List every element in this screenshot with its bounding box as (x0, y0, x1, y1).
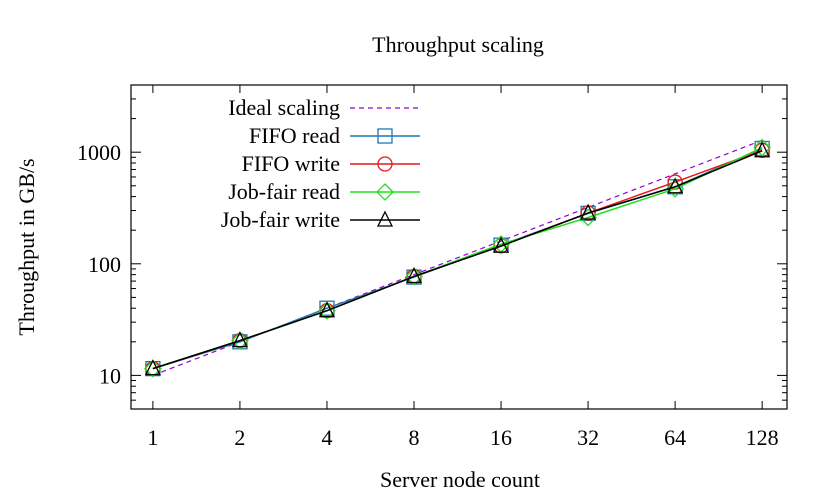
y-axis-label: Throughput in GB/s (14, 158, 39, 335)
triangle-marker (231, 331, 248, 348)
legend-item: FIFO write (242, 151, 420, 176)
legend-label: Ideal scaling (228, 95, 340, 120)
diamond-marker (376, 183, 394, 201)
y-tick-label: 1000 (77, 140, 121, 165)
square-marker (377, 128, 393, 144)
triangle-marker (580, 203, 597, 220)
diamond-marker (405, 267, 423, 286)
circle-marker (377, 156, 393, 172)
legend-label: FIFO write (242, 151, 340, 176)
series-job-fair-write (144, 141, 771, 376)
x-tick-label: 4 (321, 425, 332, 450)
triangle-marker (376, 210, 394, 227)
legend-label: FIFO read (249, 123, 340, 148)
x-tick-label: 2 (234, 425, 245, 450)
triangle-marker (144, 359, 161, 376)
triangle-marker (667, 177, 684, 194)
legend-label: Job-fair write (221, 207, 340, 232)
x-tick-label: 8 (409, 425, 420, 450)
chart-title: Throughput scaling (372, 32, 544, 57)
y-tick-label: 10 (99, 363, 121, 388)
legend-item: FIFO read (249, 123, 420, 148)
triangle-marker (405, 267, 423, 284)
triangle-marker (492, 236, 510, 253)
legend-item: Job-fair write (221, 207, 420, 232)
diamond-marker (753, 138, 772, 157)
x-tick-label: 16 (490, 425, 512, 450)
legend-label: Job-fair read (228, 179, 340, 204)
series-line (152, 150, 763, 370)
diamond-marker (143, 359, 162, 378)
legend-item: Job-fair read (228, 179, 420, 204)
x-tick-label: 1 (147, 425, 158, 450)
plot-frame (130, 84, 788, 410)
x-tick-label: 128 (746, 425, 779, 450)
x-axis-label: Server node count (380, 467, 540, 492)
diamond-marker (666, 179, 685, 198)
legend-item: Ideal scaling (228, 95, 420, 120)
x-tick-label: 32 (577, 425, 599, 450)
triangle-marker (754, 141, 771, 158)
triangle-marker (318, 301, 336, 318)
y-tick-label: 100 (88, 252, 121, 277)
diamond-marker (231, 331, 249, 350)
x-tick-label: 64 (664, 425, 686, 450)
